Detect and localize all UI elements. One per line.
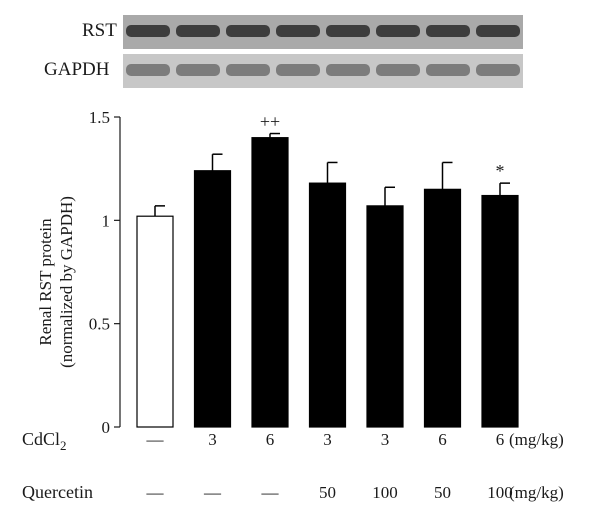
blot-band bbox=[326, 25, 370, 37]
blot-band bbox=[476, 64, 520, 76]
blot-band bbox=[126, 64, 170, 76]
bar bbox=[136, 215, 174, 428]
row-unit: (mg/kg) bbox=[509, 430, 564, 449]
bar bbox=[193, 170, 232, 428]
significance-marker: * bbox=[496, 161, 505, 181]
gapdh-blot-image bbox=[123, 54, 523, 88]
bar bbox=[251, 137, 289, 428]
blot-band bbox=[276, 25, 320, 37]
row-unit: (mg/kg) bbox=[509, 483, 564, 502]
row-cell: 3 bbox=[381, 430, 390, 449]
rst-blot-label: RST bbox=[82, 20, 117, 41]
row-cell: 6 bbox=[496, 430, 505, 449]
blot-band bbox=[326, 64, 370, 76]
row-cell: — bbox=[203, 483, 222, 502]
blot-band bbox=[176, 64, 220, 76]
row-cell: 6 bbox=[266, 430, 275, 449]
y-tick-label: 1 bbox=[102, 211, 111, 230]
row-cell: 100 bbox=[487, 483, 513, 502]
row-cell: 50 bbox=[434, 483, 451, 502]
gapdh-blot-label: GAPDH bbox=[44, 59, 110, 80]
row-cell: — bbox=[146, 430, 165, 449]
row-cell: 3 bbox=[323, 430, 332, 449]
row-label: CdCl2 bbox=[22, 429, 67, 453]
significance-marker: ++ bbox=[260, 112, 280, 132]
blot-band bbox=[126, 25, 170, 37]
row-cell: — bbox=[146, 483, 165, 502]
blot-band bbox=[426, 64, 470, 76]
blot-band bbox=[226, 25, 270, 37]
row-cell: 3 bbox=[208, 430, 217, 449]
row-label: Quercetin bbox=[22, 482, 93, 502]
bar bbox=[423, 188, 462, 428]
blot-band bbox=[276, 64, 320, 76]
row-cell: 50 bbox=[319, 483, 336, 502]
blot-band bbox=[426, 25, 470, 37]
y-axis-label-line2: (normalized by GAPDH) bbox=[57, 196, 76, 368]
blot-band bbox=[176, 25, 220, 37]
bar bbox=[366, 205, 404, 428]
blot-band bbox=[376, 64, 420, 76]
bar bbox=[481, 194, 519, 428]
y-tick-label: 0.5 bbox=[89, 315, 110, 334]
blot-band bbox=[226, 64, 270, 76]
blot-band bbox=[476, 25, 520, 37]
y-tick-label: 0 bbox=[102, 418, 111, 437]
y-tick-label: 1.5 bbox=[89, 108, 110, 127]
y-axis-label-line1: Renal RST protein bbox=[36, 218, 55, 346]
bar bbox=[308, 182, 347, 428]
y-axis-label: Renal RST protein (normalized by GAPDH) bbox=[36, 196, 76, 368]
row-cell: — bbox=[261, 483, 280, 502]
blot-band bbox=[376, 25, 420, 37]
rst-blot-image bbox=[123, 15, 523, 49]
row-cell: 100 bbox=[372, 483, 398, 502]
row-cell: 6 bbox=[438, 430, 447, 449]
